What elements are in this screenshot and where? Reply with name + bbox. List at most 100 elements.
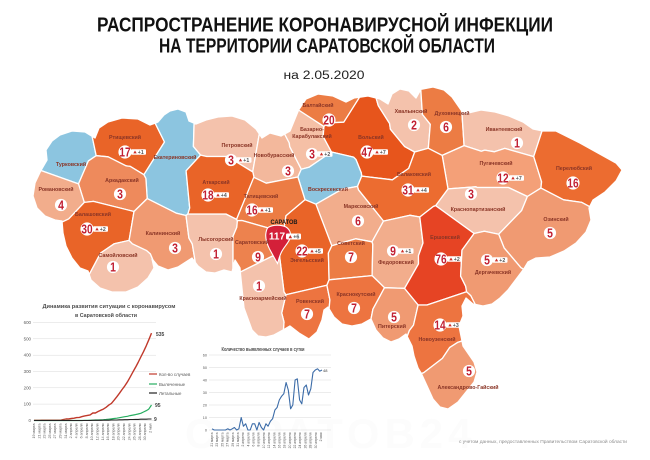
svg-text:30 апреля: 30 апреля [314, 432, 318, 448]
svg-text:18 апреля: 18 апреля [111, 423, 115, 440]
svg-text:Екатериновский: Екатериновский [154, 154, 197, 161]
svg-text:5: 5 [391, 309, 397, 324]
svg-text:50: 50 [203, 366, 207, 370]
svg-text:Духовницкий: Духовницкий [434, 110, 469, 117]
svg-text:Ровенский: Ровенский [296, 298, 324, 305]
svg-text:200: 200 [24, 385, 32, 390]
svg-text:Перелюбский: Перелюбский [556, 165, 592, 172]
svg-text:23 марта: 23 марта [215, 432, 219, 446]
svg-text:3: 3 [172, 240, 178, 255]
svg-text:7: 7 [351, 300, 357, 315]
svg-text:5: 5 [484, 252, 490, 267]
svg-text:Динамика развития ситуации с к: Динамика развития ситуации с коронавирус… [43, 304, 176, 310]
svg-text:Саратовский: Саратовский [235, 239, 269, 246]
svg-text:Балтайский: Балтайский [302, 102, 333, 109]
svg-text:5: 5 [466, 363, 472, 378]
svg-text:Количество выявленных случаев: Количество выявленных случаев в сутки [222, 347, 305, 353]
svg-text:25 марта: 25 марта [220, 432, 224, 446]
svg-text:28 апреля: 28 апреля [138, 423, 142, 440]
svg-text:2 мая: 2 мая [319, 432, 323, 441]
svg-text:5: 5 [547, 225, 553, 240]
svg-text:Калининский: Калининский [146, 230, 181, 237]
svg-text:30: 30 [81, 221, 92, 236]
svg-text:28 апреля: 28 апреля [309, 432, 313, 448]
svg-text:Питерский: Питерский [378, 323, 406, 330]
svg-text:+1: +1 [405, 249, 411, 255]
svg-text:100: 100 [24, 402, 32, 407]
svg-text:Ивантеевский: Ивантеевский [486, 126, 523, 133]
svg-text:Марксовский: Марксовский [344, 203, 379, 210]
svg-text:26 апреля: 26 апреля [133, 423, 137, 440]
svg-text:535: 535 [156, 332, 165, 338]
svg-text:10 апреля: 10 апреля [90, 423, 94, 440]
svg-text:47: 47 [361, 144, 372, 159]
svg-text:20 апреля: 20 апреля [117, 423, 121, 440]
svg-text:Новоузенский: Новоузенский [418, 336, 455, 343]
svg-text:25 марта: 25 марта [48, 424, 52, 439]
svg-text:1: 1 [213, 246, 219, 261]
svg-text:22: 22 [296, 243, 307, 258]
svg-text:20: 20 [323, 112, 334, 127]
svg-text:Энгельсский: Энгельсский [290, 257, 324, 264]
svg-text:Хвалынский: Хвалынский [395, 108, 428, 115]
svg-text:Краснокутский: Краснокутский [336, 291, 375, 298]
svg-text:Карабулакский: Карабулакский [292, 133, 332, 140]
svg-text:9: 9 [390, 243, 396, 258]
svg-text:Советский: Советский [337, 240, 365, 247]
svg-text:29 марта: 29 марта [59, 424, 63, 439]
svg-text:+2: +2 [100, 227, 106, 233]
svg-text:14: 14 [434, 317, 446, 332]
svg-text:95: 95 [155, 403, 161, 409]
svg-text:16: 16 [567, 175, 578, 190]
svg-text:19 марта: 19 марта [32, 424, 36, 439]
svg-text:10: 10 [203, 416, 207, 420]
svg-text:8 апреля: 8 апреля [85, 423, 89, 438]
svg-text:+2: +2 [499, 258, 505, 264]
svg-text:Кол-во случаев: Кол-во случаев [159, 372, 191, 377]
svg-text:3: 3 [117, 186, 123, 201]
svg-text:4 апреля: 4 апреля [74, 423, 78, 438]
svg-text:3: 3 [285, 163, 291, 178]
svg-text:22 апреля: 22 апреля [122, 423, 126, 440]
svg-text:Самойловский: Самойловский [99, 252, 138, 259]
svg-text:27 марта: 27 марта [53, 424, 57, 439]
svg-text:6 апреля: 6 апреля [252, 432, 256, 446]
svg-text:+4: +4 [421, 188, 427, 194]
svg-text:Балашовский: Балашовский [75, 211, 111, 218]
svg-text:1: 1 [514, 135, 520, 150]
svg-text:4 апреля: 4 апреля [246, 432, 250, 446]
svg-text:2 апреля: 2 апреля [69, 423, 73, 438]
svg-text:18 апреля: 18 апреля [283, 432, 287, 448]
svg-text:3: 3 [228, 152, 234, 167]
svg-text:9: 9 [255, 249, 261, 264]
svg-text:+1: +1 [243, 158, 249, 164]
svg-text:+2: +2 [324, 152, 330, 158]
svg-text:9: 9 [154, 417, 157, 423]
svg-text:48: 48 [323, 368, 328, 373]
svg-text:10 апреля: 10 апреля [262, 432, 266, 448]
svg-text:40: 40 [203, 378, 207, 382]
svg-text:0: 0 [205, 428, 207, 432]
svg-text:500: 500 [24, 336, 32, 341]
svg-text:12 апреля: 12 апреля [267, 432, 271, 448]
svg-text:7: 7 [304, 306, 310, 321]
svg-text:1: 1 [110, 259, 116, 274]
svg-text:76: 76 [435, 251, 446, 266]
svg-text:+6: +6 [293, 235, 299, 241]
svg-text:Летальные: Летальные [159, 391, 182, 396]
svg-text:Аткарский: Аткарский [202, 179, 229, 186]
svg-text:31 марта: 31 марта [236, 432, 240, 446]
svg-text:Краснопартизанский: Краснопартизанский [451, 206, 506, 213]
svg-text:Александрово-Гайский: Александрово-Гайский [437, 384, 498, 391]
svg-text:6: 6 [355, 213, 361, 228]
svg-text:Озинский: Озинский [543, 216, 568, 223]
svg-text:16 апреля: 16 апреля [106, 423, 110, 440]
svg-text:20 апреля: 20 апреля [288, 432, 292, 448]
svg-text:2 мая: 2 мая [149, 423, 153, 432]
svg-text:Новобурасский: Новобурасский [254, 152, 295, 159]
svg-text:21 марта: 21 марта [37, 424, 41, 439]
svg-text:Татищевский: Татищевский [244, 193, 279, 200]
svg-text:16 апреля: 16 апреля [278, 432, 282, 448]
svg-text:Дергачевский: Дергачевский [475, 269, 511, 276]
svg-text:РАСПРОСТРАНЕНИЕ КОРОНАВИРУСНОЙ: РАСПРОСТРАНЕНИЕ КОРОНАВИРУСНОЙ ИНФЕКЦИИ [97, 13, 553, 37]
